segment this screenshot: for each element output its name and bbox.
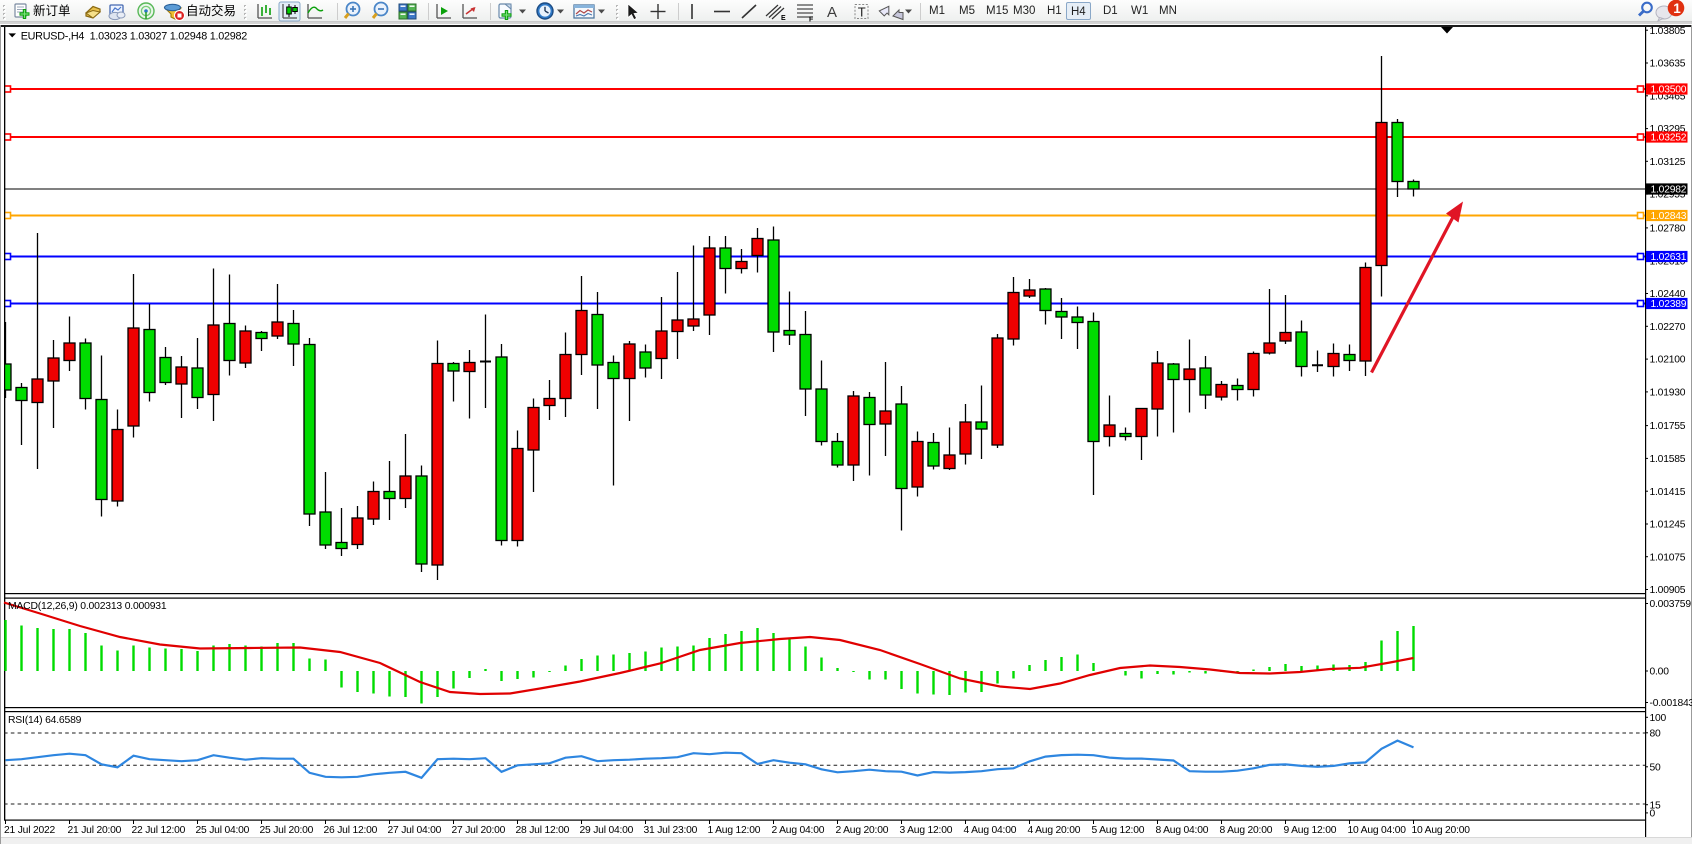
svg-text:1.03500: 1.03500 — [1651, 85, 1687, 96]
svg-text:1.02631: 1.02631 — [1651, 252, 1687, 263]
svg-text:T: T — [858, 5, 866, 20]
svg-text:1.01245: 1.01245 — [1650, 520, 1686, 531]
svg-text:EURUSD-,H4 1.03023 1.03027 1.: EURUSD-,H4 1.03023 1.03027 1.02948 1.029… — [21, 31, 248, 43]
svg-text:1.02955: 1.02955 — [1650, 190, 1686, 201]
svg-text:1 Aug 12:00: 1 Aug 12:00 — [708, 825, 761, 836]
svg-text:80: 80 — [1650, 728, 1662, 739]
svg-text:31 Jul 23:00: 31 Jul 23:00 — [644, 825, 698, 836]
svg-text:1.03295: 1.03295 — [1650, 124, 1686, 135]
svg-text:1.02440: 1.02440 — [1650, 289, 1686, 300]
svg-text:25 Jul 04:00: 25 Jul 04:00 — [196, 825, 250, 836]
svg-text:1.03252: 1.03252 — [1651, 133, 1687, 144]
svg-text:2 Aug 20:00: 2 Aug 20:00 — [836, 825, 889, 836]
svg-text:1.01585: 1.01585 — [1650, 454, 1686, 465]
svg-text:0.00: 0.00 — [1650, 667, 1670, 678]
svg-text:4 Aug 20:00: 4 Aug 20:00 — [1028, 825, 1081, 836]
svg-text:26 Jul 12:00: 26 Jul 12:00 — [324, 825, 378, 836]
svg-text:E: E — [781, 15, 786, 22]
svg-text:1.03635: 1.03635 — [1650, 59, 1686, 70]
svg-text:100: 100 — [1650, 713, 1667, 724]
svg-text:25 Jul 20:00: 25 Jul 20:00 — [260, 825, 314, 836]
svg-text:21 Jul 2022: 21 Jul 2022 — [4, 825, 56, 836]
svg-text:1.00905: 1.00905 — [1650, 585, 1686, 596]
svg-text:22 Jul 12:00: 22 Jul 12:00 — [132, 825, 186, 836]
svg-text:9 Aug 12:00: 9 Aug 12:00 — [1284, 825, 1337, 836]
svg-text:1.02780: 1.02780 — [1650, 224, 1686, 235]
svg-text:1.03805: 1.03805 — [1650, 26, 1686, 37]
svg-text:21 Jul 20:00: 21 Jul 20:00 — [68, 825, 122, 836]
svg-text:5 Aug 12:00: 5 Aug 12:00 — [1092, 825, 1145, 836]
svg-text:A: A — [827, 4, 837, 21]
svg-text:10 Aug 20:00: 10 Aug 20:00 — [1412, 825, 1471, 836]
svg-text:1.02982: 1.02982 — [1651, 185, 1687, 196]
svg-text:29 Jul 04:00: 29 Jul 04:00 — [580, 825, 634, 836]
svg-text:0: 0 — [1650, 809, 1656, 820]
svg-text:1: 1 — [1673, 1, 1681, 16]
svg-text:-0.001843: -0.001843 — [1650, 698, 1692, 709]
svg-text:1.03125: 1.03125 — [1650, 157, 1686, 168]
svg-text:1.03465: 1.03465 — [1650, 91, 1686, 102]
svg-text:27 Jul 20:00: 27 Jul 20:00 — [452, 825, 506, 836]
svg-text:RSI(14) 64.6589: RSI(14) 64.6589 — [8, 715, 82, 726]
svg-text:3 Aug 12:00: 3 Aug 12:00 — [900, 825, 953, 836]
svg-text:F: F — [809, 17, 814, 24]
svg-text:1.01755: 1.01755 — [1650, 421, 1686, 432]
svg-text:27 Jul 04:00: 27 Jul 04:00 — [388, 825, 442, 836]
svg-text:1.01075: 1.01075 — [1650, 552, 1686, 563]
svg-text:1.02843: 1.02843 — [1651, 211, 1687, 222]
svg-text:50: 50 — [1650, 762, 1662, 773]
svg-text:4 Aug 04:00: 4 Aug 04:00 — [964, 825, 1017, 836]
svg-text:10 Aug 04:00: 10 Aug 04:00 — [1348, 825, 1407, 836]
svg-text:2 Aug 04:00: 2 Aug 04:00 — [772, 825, 825, 836]
svg-text:1.02270: 1.02270 — [1650, 322, 1686, 333]
svg-text:1.01415: 1.01415 — [1650, 487, 1686, 498]
svg-text:1.01930: 1.01930 — [1650, 388, 1686, 399]
svg-text:28 Jul 12:00: 28 Jul 12:00 — [516, 825, 570, 836]
svg-text:0.003759: 0.003759 — [1650, 599, 1692, 610]
svg-text:8 Aug 20:00: 8 Aug 20:00 — [1220, 825, 1273, 836]
svg-text:1.02389: 1.02389 — [1651, 299, 1687, 310]
svg-text:MACD(12,26,9) 0.002313 0.00093: MACD(12,26,9) 0.002313 0.000931 — [8, 601, 167, 612]
svg-text:1.02100: 1.02100 — [1650, 355, 1686, 366]
svg-text:8 Aug 04:00: 8 Aug 04:00 — [1156, 825, 1209, 836]
svg-text:15: 15 — [1650, 800, 1662, 811]
